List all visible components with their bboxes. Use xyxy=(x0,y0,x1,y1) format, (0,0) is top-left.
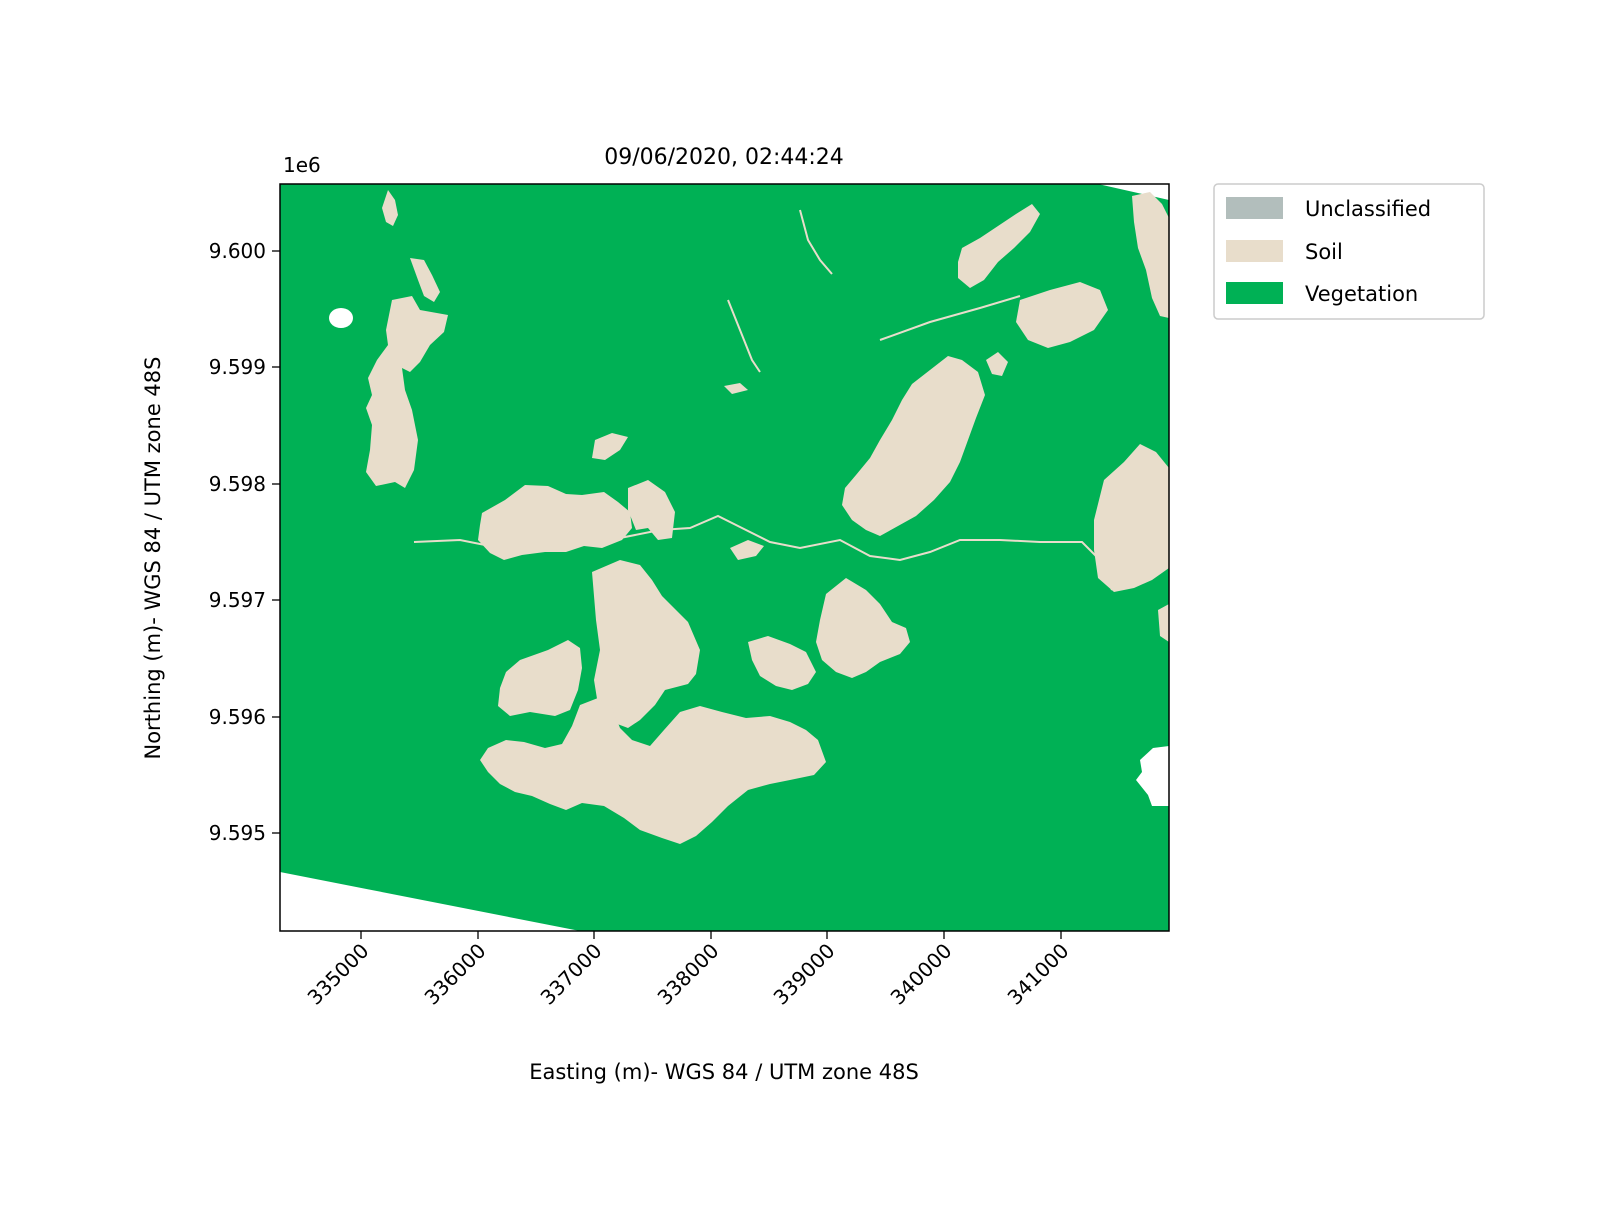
soil-patch-far-east xyxy=(1132,192,1169,318)
soil-patch-southwest xyxy=(498,640,582,716)
soil-patch-east-right xyxy=(1094,444,1169,592)
y-axis-label: Northing (m)- WGS 84 / UTM zone 48S xyxy=(141,357,165,760)
x-tick-label-337000: 337000 xyxy=(536,939,607,1010)
soil-patch-ne-strip xyxy=(1016,282,1108,348)
x-axis-ticks: 335000 336000 337000 338000 339000 34000… xyxy=(303,931,1074,1010)
soil-patch-center-east-upper xyxy=(628,480,675,540)
soil-patch-nw-upper xyxy=(382,190,398,226)
soil-patch-center-small xyxy=(592,433,628,460)
legend-swatch-soil xyxy=(1226,240,1283,262)
y-tick-label-9.597: 9.597 xyxy=(209,588,266,612)
y-offset-label: 1e6 xyxy=(283,153,321,177)
nodata-small-blob xyxy=(329,308,353,328)
legend-swatch-vegetation xyxy=(1226,282,1283,304)
y-tick-label-9.599: 9.599 xyxy=(209,355,266,379)
x-tick-label-339000: 339000 xyxy=(769,939,840,1010)
legend: Unclassified Soil Vegetation xyxy=(1213,183,1485,320)
x-tick-label-336000: 336000 xyxy=(420,939,491,1010)
soil-patch-tiny-1 xyxy=(724,383,748,394)
map-title: 09/06/2020, 02:44:24 xyxy=(604,145,844,170)
soil-patch-ne-small xyxy=(986,352,1008,376)
soil-patch-south-middle xyxy=(748,636,816,690)
y-tick-label-9.598: 9.598 xyxy=(209,472,266,496)
x-axis-label: Easting (m)- WGS 84 / UTM zone 48S xyxy=(529,1060,919,1084)
y-axis-ticks: 9.600 9.599 9.598 9.597 9.596 9.595 xyxy=(209,239,280,845)
axes-frame xyxy=(279,183,1170,932)
soil-patch-center-south xyxy=(592,560,700,728)
soil-patch-ne-top xyxy=(958,204,1040,288)
soil-lines xyxy=(413,209,1113,591)
y-tick-label-9.596: 9.596 xyxy=(209,705,266,729)
legend-label-unclassified: Unclassified xyxy=(1305,197,1431,221)
soil-patch-tiny-2 xyxy=(730,540,764,560)
soil-patch-east-edge xyxy=(1158,604,1169,642)
road-line-1 xyxy=(413,514,1113,591)
nodata-bottom-left xyxy=(280,872,580,931)
soil-patch-nw xyxy=(366,296,448,488)
legend-label-soil: Soil xyxy=(1305,240,1343,264)
nodata-right-blob xyxy=(1136,746,1169,806)
stream-line-1 xyxy=(727,299,761,373)
x-tick-label-341000: 341000 xyxy=(1003,939,1074,1010)
legend-swatch-unclassified xyxy=(1226,197,1283,219)
y-tick-label-9.600: 9.600 xyxy=(209,239,266,263)
x-tick-label-338000: 338000 xyxy=(653,939,724,1010)
stream-line-2 xyxy=(799,209,833,275)
x-tick-label-335000: 335000 xyxy=(303,939,374,1010)
soil-patch-nw-tail xyxy=(410,258,440,302)
soil-patch-east-cluster xyxy=(816,578,910,678)
map-area xyxy=(280,184,1169,931)
soil-patch-ne-big xyxy=(842,356,985,536)
road-line-2 xyxy=(879,295,1021,341)
y-tick-label-9.595: 9.595 xyxy=(209,821,266,845)
x-tick-label-340000: 340000 xyxy=(886,939,957,1010)
legend-label-vegetation: Vegetation xyxy=(1305,282,1418,306)
soil-patch-south-main xyxy=(480,698,826,844)
